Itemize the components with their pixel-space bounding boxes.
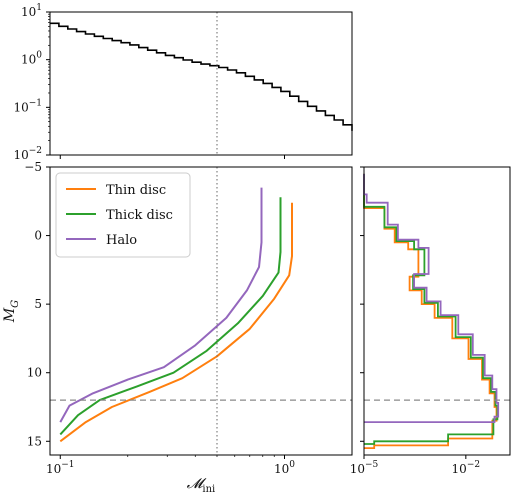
legend-label: Halo xyxy=(106,233,137,248)
x-tick-label: 10−1 xyxy=(46,460,75,476)
y-tick-label: 5 xyxy=(34,297,42,311)
series-line-1 xyxy=(59,197,282,436)
legend-box xyxy=(55,172,191,258)
magnitude-distribution-panel: 10−5 10−2 xyxy=(350,166,511,476)
y-tick-label: 101 xyxy=(21,3,42,19)
x-axis-title: 𝓜ini xyxy=(187,476,216,495)
legend: Thin disc Thick disc Halo xyxy=(55,172,191,258)
y-tick-label: 10−2 xyxy=(13,146,42,162)
distribution-step-1 xyxy=(363,173,499,445)
axes-frame xyxy=(49,11,353,156)
axes-frame xyxy=(49,166,353,456)
y-tick-label: 10 xyxy=(27,366,42,380)
distribution-step-2 xyxy=(363,173,500,423)
x-tick-label: 10−5 xyxy=(350,460,379,476)
legend-label: Thin disc xyxy=(106,183,166,198)
y-axis-title: MG xyxy=(2,300,21,323)
y-tick-label: 15 xyxy=(27,434,42,448)
histogram-step-line xyxy=(50,22,353,131)
y-tick-label: −5 xyxy=(24,160,42,174)
y-tick-label: 100 xyxy=(21,51,42,67)
magnitude-mass-panel: −5 0 5 10 15 10−1 100 𝓜ini MG Thin disc Thick disc… xyxy=(2,160,353,495)
axes-frame xyxy=(363,166,511,456)
legend-label: Thick disc xyxy=(106,208,173,223)
y-tick-label: 10−1 xyxy=(13,98,42,114)
x-tick-label: 10−2 xyxy=(452,460,481,476)
y-tick-label: 0 xyxy=(34,229,42,243)
x-tick-label: 100 xyxy=(274,460,295,476)
top-histogram-panel: 10−2 10−1 100 101 xyxy=(13,3,353,162)
series-line-2 xyxy=(59,187,263,423)
distribution-step-0 xyxy=(363,173,498,449)
